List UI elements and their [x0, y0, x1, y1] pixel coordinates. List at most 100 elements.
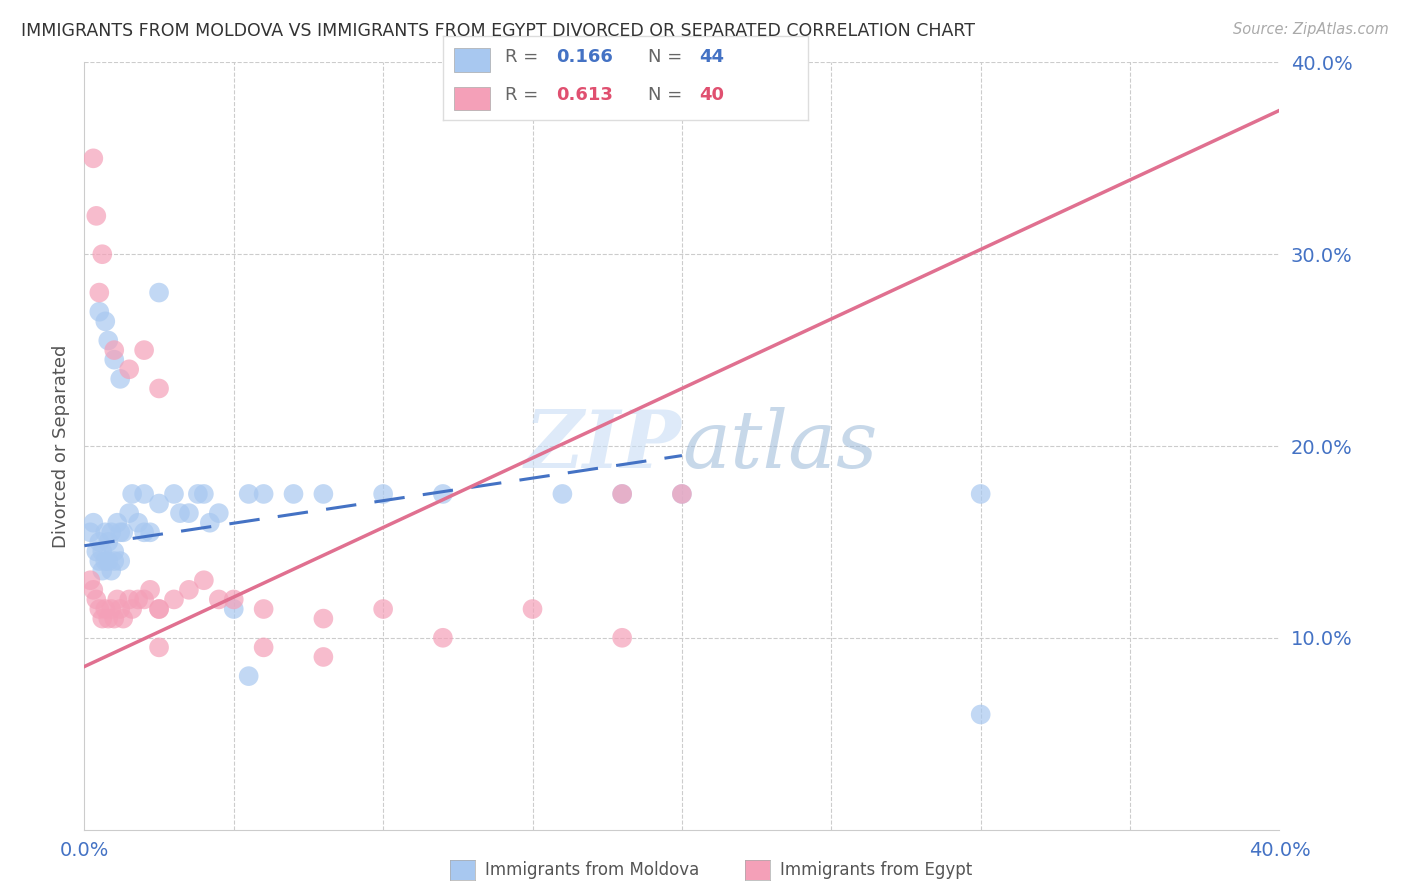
Point [121, 487, 143, 501]
Point [103, 352, 125, 367]
Point [89, 602, 111, 616]
Point [373, 602, 395, 616]
Point [432, 487, 454, 501]
Point [132, 592, 156, 607]
Text: N =: N = [648, 86, 688, 104]
Point [139, 582, 162, 597]
Point [177, 506, 200, 520]
Y-axis label: Divorced or Separated: Divorced or Separated [52, 344, 70, 548]
Point [148, 496, 170, 510]
Point [100, 564, 122, 578]
Text: R =: R = [505, 86, 544, 104]
Point [110, 554, 132, 568]
Point [94, 602, 117, 616]
Text: 0.166: 0.166 [557, 48, 613, 66]
Point [612, 487, 634, 501]
Point [105, 592, 128, 607]
Point [127, 592, 149, 607]
Point [94, 554, 117, 568]
Point [208, 506, 231, 520]
Text: atlas: atlas [682, 408, 877, 484]
Point [132, 487, 156, 501]
Point [238, 669, 260, 683]
Point [612, 631, 634, 645]
Text: 40: 40 [699, 86, 724, 104]
Point [97, 554, 120, 568]
Point [373, 487, 395, 501]
Point [103, 612, 125, 626]
Point [148, 640, 170, 655]
Point [103, 343, 125, 358]
Point [198, 516, 221, 530]
Point [103, 554, 125, 568]
Point [253, 602, 276, 616]
Point [97, 334, 120, 348]
Point [100, 525, 122, 540]
Point [970, 707, 993, 722]
Text: Source: ZipAtlas.com: Source: ZipAtlas.com [1233, 22, 1389, 37]
Point [148, 602, 170, 616]
Point [82, 516, 104, 530]
Point [522, 602, 544, 616]
Point [312, 649, 335, 664]
Point [110, 372, 132, 386]
Point [169, 506, 191, 520]
Point [671, 487, 693, 501]
Text: IMMIGRANTS FROM MOLDOVA VS IMMIGRANTS FROM EGYPT DIVORCED OR SEPARATED CORRELATI: IMMIGRANTS FROM MOLDOVA VS IMMIGRANTS FR… [21, 22, 976, 40]
Text: Immigrants from Egypt: Immigrants from Egypt [780, 861, 973, 879]
Point [312, 612, 335, 626]
Point [79, 525, 101, 540]
Point [132, 525, 156, 540]
Point [127, 516, 149, 530]
Point [79, 574, 101, 588]
Point [432, 631, 454, 645]
Text: N =: N = [648, 48, 688, 66]
Point [139, 525, 162, 540]
Point [671, 487, 693, 501]
Point [551, 487, 574, 501]
Point [187, 487, 209, 501]
Point [97, 535, 120, 549]
Point [970, 487, 993, 501]
Point [91, 564, 114, 578]
Point [253, 487, 276, 501]
Point [222, 592, 245, 607]
Point [312, 487, 335, 501]
Point [82, 582, 104, 597]
Point [148, 285, 170, 300]
Bar [454, 48, 491, 72]
Point [148, 602, 170, 616]
Point [222, 602, 245, 616]
Point [177, 582, 200, 597]
Point [163, 487, 186, 501]
Point [91, 544, 114, 558]
Point [132, 343, 156, 358]
Point [118, 506, 141, 520]
Point [112, 525, 135, 540]
Point [89, 554, 111, 568]
Point [148, 382, 170, 396]
Point [110, 525, 132, 540]
Point [208, 592, 231, 607]
Point [103, 544, 125, 558]
Point [91, 247, 114, 261]
Point [612, 487, 634, 501]
Text: 0.613: 0.613 [557, 86, 613, 104]
Point [121, 602, 143, 616]
Text: Immigrants from Moldova: Immigrants from Moldova [485, 861, 699, 879]
Point [94, 525, 117, 540]
Point [91, 612, 114, 626]
Point [97, 612, 120, 626]
Text: R =: R = [505, 48, 544, 66]
Point [86, 592, 108, 607]
Point [193, 487, 215, 501]
Point [86, 209, 108, 223]
Point [118, 362, 141, 376]
Point [82, 152, 104, 166]
Text: 44: 44 [699, 48, 724, 66]
Point [89, 305, 111, 319]
Point [163, 592, 186, 607]
Point [105, 516, 128, 530]
Point [94, 314, 117, 328]
Point [100, 602, 122, 616]
